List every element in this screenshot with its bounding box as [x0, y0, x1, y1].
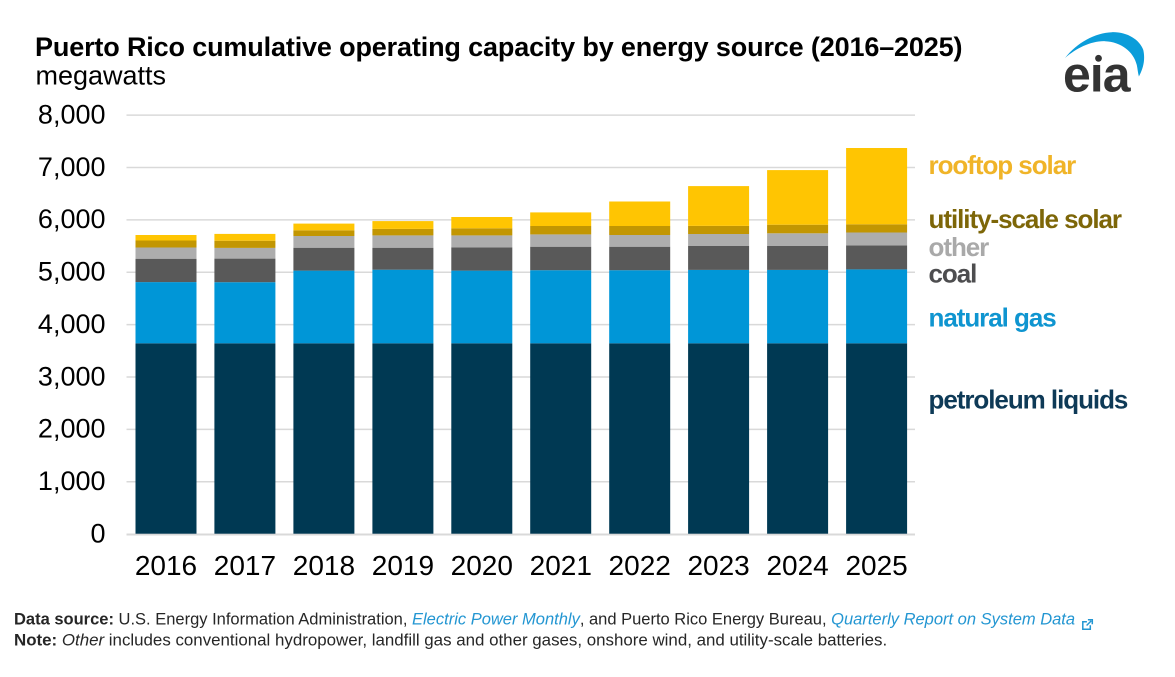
- svg-text:utility-scale solar: utility-scale solar: [929, 204, 1122, 234]
- svg-text:megawatts: megawatts: [36, 61, 167, 91]
- svg-text:2020: 2020: [451, 550, 513, 581]
- svg-text:2023: 2023: [687, 550, 749, 581]
- svg-text:2,000: 2,000: [38, 414, 106, 444]
- svg-text:4,000: 4,000: [38, 309, 106, 339]
- svg-text:2016: 2016: [135, 550, 197, 581]
- svg-text:5,000: 5,000: [38, 257, 106, 287]
- svg-text:3,000: 3,000: [38, 361, 106, 391]
- svg-text:2024: 2024: [766, 550, 828, 581]
- svg-text:2022: 2022: [609, 550, 671, 581]
- svg-text:2018: 2018: [293, 550, 355, 581]
- svg-text:petroleum liquids: petroleum liquids: [929, 384, 1128, 414]
- svg-text:natural gas: natural gas: [929, 303, 1057, 333]
- svg-text:Note: Other includes conventio: Note: Other includes conventional hydrop…: [14, 631, 887, 650]
- svg-text:eıa: eıa: [1063, 46, 1132, 102]
- svg-text:2021: 2021: [530, 550, 592, 581]
- svg-text:7,000: 7,000: [38, 152, 106, 182]
- svg-text:8,000: 8,000: [38, 99, 106, 129]
- svg-text:Data source: U.S. Energy Infor: Data source: U.S. Energy Information Adm…: [14, 611, 1075, 629]
- svg-text:2017: 2017: [214, 550, 276, 581]
- svg-text:rooftop solar: rooftop solar: [929, 150, 1077, 180]
- svg-text:2019: 2019: [372, 550, 434, 581]
- svg-text:Puerto Rico cumulative operati: Puerto Rico cumulative operating capacit…: [35, 32, 962, 62]
- svg-text:1,000: 1,000: [38, 466, 106, 496]
- svg-text:0: 0: [90, 519, 105, 549]
- svg-text:6,000: 6,000: [38, 204, 106, 234]
- svg-text:coal: coal: [929, 259, 977, 289]
- svg-text:other: other: [929, 232, 990, 262]
- svg-text:2025: 2025: [845, 550, 907, 581]
